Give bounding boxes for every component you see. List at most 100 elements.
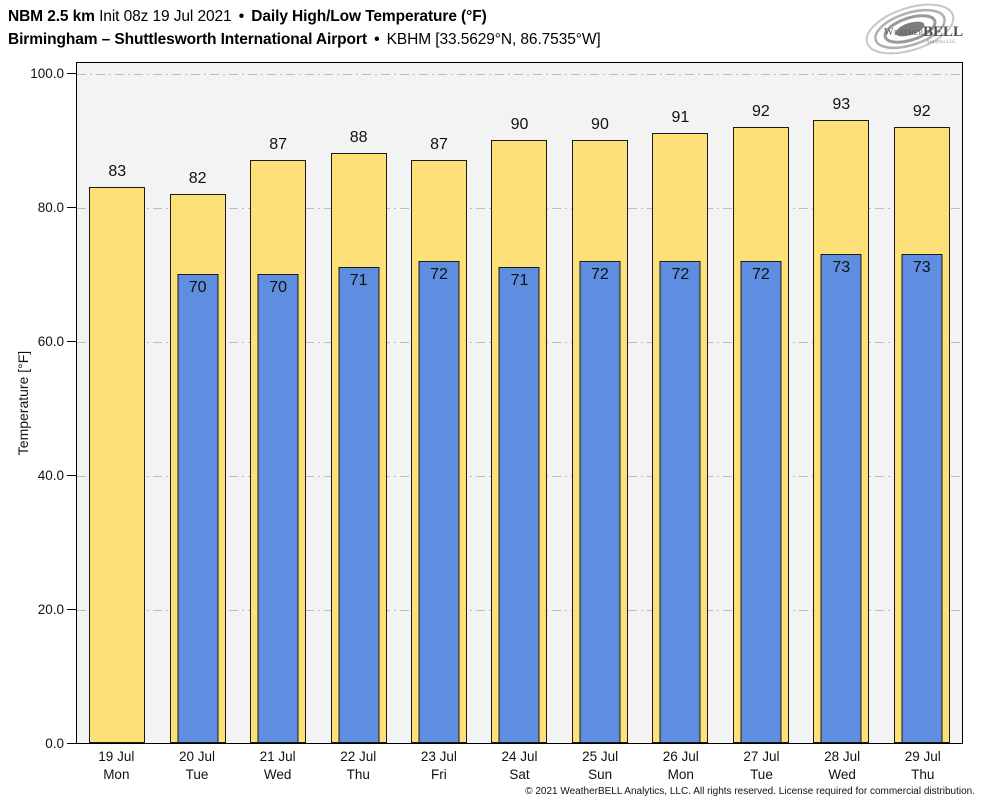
high-temp-bar bbox=[89, 186, 146, 743]
bar-slot: 87 70 bbox=[238, 63, 318, 743]
x-label-date: 22 Jul bbox=[340, 749, 377, 764]
hurricane-swirl-icon bbox=[865, 3, 955, 55]
bullet-separator: • bbox=[374, 31, 380, 48]
low-value-label: 71 bbox=[510, 272, 529, 290]
low-temp-bar: 73 bbox=[820, 253, 862, 743]
y-tick-label: 40.0 bbox=[37, 468, 64, 484]
x-label-date: 21 Jul bbox=[259, 749, 296, 764]
x-label-date: 23 Jul bbox=[420, 749, 457, 764]
bar-slot: 93 73 bbox=[801, 63, 881, 743]
y-tick bbox=[67, 341, 76, 343]
x-label-date: 28 Jul bbox=[824, 749, 861, 764]
high-value-label: 93 bbox=[832, 95, 851, 113]
low-temp-bar: 72 bbox=[418, 260, 460, 743]
x-label-weekday: Sat bbox=[509, 767, 530, 782]
low-temp-bar: 71 bbox=[338, 267, 380, 743]
title-line-1: NBM 2.5 km Init 08z 19 Jul 2021 • Daily … bbox=[8, 5, 601, 28]
high-value-label: 82 bbox=[188, 169, 207, 187]
y-tick bbox=[67, 73, 76, 75]
high-value-label: 87 bbox=[269, 136, 288, 154]
y-tick-label: 20.0 bbox=[37, 602, 64, 617]
x-label-date: 20 Jul bbox=[178, 749, 215, 764]
x-tick-label: 24 Jul Sat bbox=[479, 748, 560, 784]
y-tick bbox=[67, 207, 76, 209]
bar-slot: 88 71 bbox=[318, 63, 398, 743]
low-temp-bar: 72 bbox=[579, 260, 621, 743]
x-label-date: 27 Jul bbox=[743, 749, 780, 764]
x-label-weekday: Thu bbox=[911, 767, 935, 782]
y-tick bbox=[67, 475, 76, 477]
low-temp-bar: 70 bbox=[177, 274, 219, 743]
x-label-weekday: Mon bbox=[667, 767, 694, 782]
low-value-label: 72 bbox=[671, 265, 690, 283]
low-temp-bar: 71 bbox=[498, 267, 540, 743]
x-tick-label: 29 Jul Thu bbox=[882, 748, 963, 784]
low-value-label: 70 bbox=[269, 279, 288, 297]
high-value-label: 92 bbox=[912, 102, 931, 120]
x-tick-label: 27 Jul Tue bbox=[721, 748, 802, 784]
bar-slot: 91 72 bbox=[640, 63, 720, 743]
bar-slot: 90 71 bbox=[479, 63, 559, 743]
low-value-label: 73 bbox=[912, 258, 931, 276]
high-value-label: 90 bbox=[591, 116, 609, 134]
x-label-date: 26 Jul bbox=[662, 749, 699, 764]
low-temp-bar: 72 bbox=[740, 260, 782, 743]
bar-slot: 87 72 bbox=[399, 63, 479, 743]
x-label-weekday: Fri bbox=[431, 767, 447, 782]
logo-word-weather: Weather bbox=[884, 27, 924, 38]
x-tick-label: 22 Jul Thu bbox=[318, 748, 399, 784]
high-value-label: 87 bbox=[430, 136, 448, 154]
product-name: Daily High/Low Temperature (°F) bbox=[251, 8, 487, 25]
x-label-weekday: Tue bbox=[750, 767, 773, 782]
x-label-weekday: Wed bbox=[263, 767, 292, 782]
y-tick-label: 80.0 bbox=[37, 200, 64, 216]
x-axis-labels: 19 Jul Mon 20 Jul Tue 21 Jul Wed 22 Jul Thu 23 J… bbox=[76, 748, 963, 784]
x-label-date: 24 Jul bbox=[501, 749, 538, 764]
bar-slot: 83 bbox=[77, 63, 157, 743]
station-coordinates: KBHM [33.5629°N, 86.7535°W] bbox=[386, 31, 601, 48]
copyright-notice: © 2021 WeatherBELL Analytics, LLC. All r… bbox=[525, 786, 975, 797]
x-tick-label: 19 Jul Mon bbox=[76, 748, 157, 784]
x-tick-label: 20 Jul Tue bbox=[157, 748, 238, 784]
low-value-label: 72 bbox=[430, 265, 448, 283]
x-label-date: 19 Jul bbox=[98, 749, 135, 764]
bar-slot: 92 72 bbox=[721, 63, 801, 743]
x-tick-label: 26 Jul Mon bbox=[640, 748, 721, 784]
x-label-date: 29 Jul bbox=[904, 749, 941, 764]
x-label-date: 25 Jul bbox=[582, 749, 619, 764]
x-label-weekday: Thu bbox=[346, 767, 370, 782]
x-tick-label: 21 Jul Wed bbox=[237, 748, 318, 784]
high-value-label: 83 bbox=[108, 162, 127, 180]
chart-header: NBM 2.5 km Init 08z 19 Jul 2021 • Daily … bbox=[8, 5, 601, 51]
plot-area: 83 82 70 87 70 88 71 87 72 90 71 90 72 91 72 92 72 93 73 92… bbox=[76, 62, 963, 744]
low-value-label: 73 bbox=[832, 258, 851, 276]
low-temp-bar: 70 bbox=[257, 274, 299, 743]
bar-slot: 92 73 bbox=[882, 63, 962, 743]
logo-word-bell: BELL bbox=[923, 24, 963, 40]
x-label-weekday: Mon bbox=[103, 767, 130, 782]
init-time: Init 08z 19 Jul 2021 bbox=[99, 8, 232, 25]
logo-subtitle: Analytics LLC bbox=[926, 40, 957, 45]
bullet-separator: • bbox=[238, 8, 245, 25]
gridline bbox=[77, 74, 962, 76]
high-value-label: 90 bbox=[510, 116, 529, 134]
high-value-label: 91 bbox=[671, 109, 690, 127]
location-name: Birmingham – Shuttlesworth International… bbox=[8, 31, 367, 48]
x-label-weekday: Wed bbox=[828, 767, 856, 782]
model-name: NBM 2.5 km bbox=[8, 8, 95, 25]
bar-slots: 83 82 70 87 70 88 71 87 72 90 71 90 72 91 72 92 72 93 73 92… bbox=[77, 63, 962, 743]
bar-slot: 82 70 bbox=[157, 63, 237, 743]
bar-slot: 90 72 bbox=[560, 63, 640, 743]
y-tick-label: 60.0 bbox=[37, 334, 64, 350]
x-label-weekday: Sun bbox=[588, 767, 613, 782]
high-value-label: 92 bbox=[751, 102, 770, 120]
low-value-label: 71 bbox=[349, 272, 368, 290]
low-temp-bar: 72 bbox=[659, 260, 701, 743]
low-value-label: 70 bbox=[188, 279, 207, 297]
x-tick-label: 25 Jul Sun bbox=[560, 748, 641, 784]
low-temp-bar: 73 bbox=[901, 253, 943, 743]
weatherbell-logo: Weather BELL Analytics LLC bbox=[865, 3, 963, 55]
low-value-label: 72 bbox=[751, 265, 770, 283]
x-tick-label: 28 Jul Wed bbox=[802, 748, 883, 784]
high-value-label: 88 bbox=[349, 129, 368, 147]
